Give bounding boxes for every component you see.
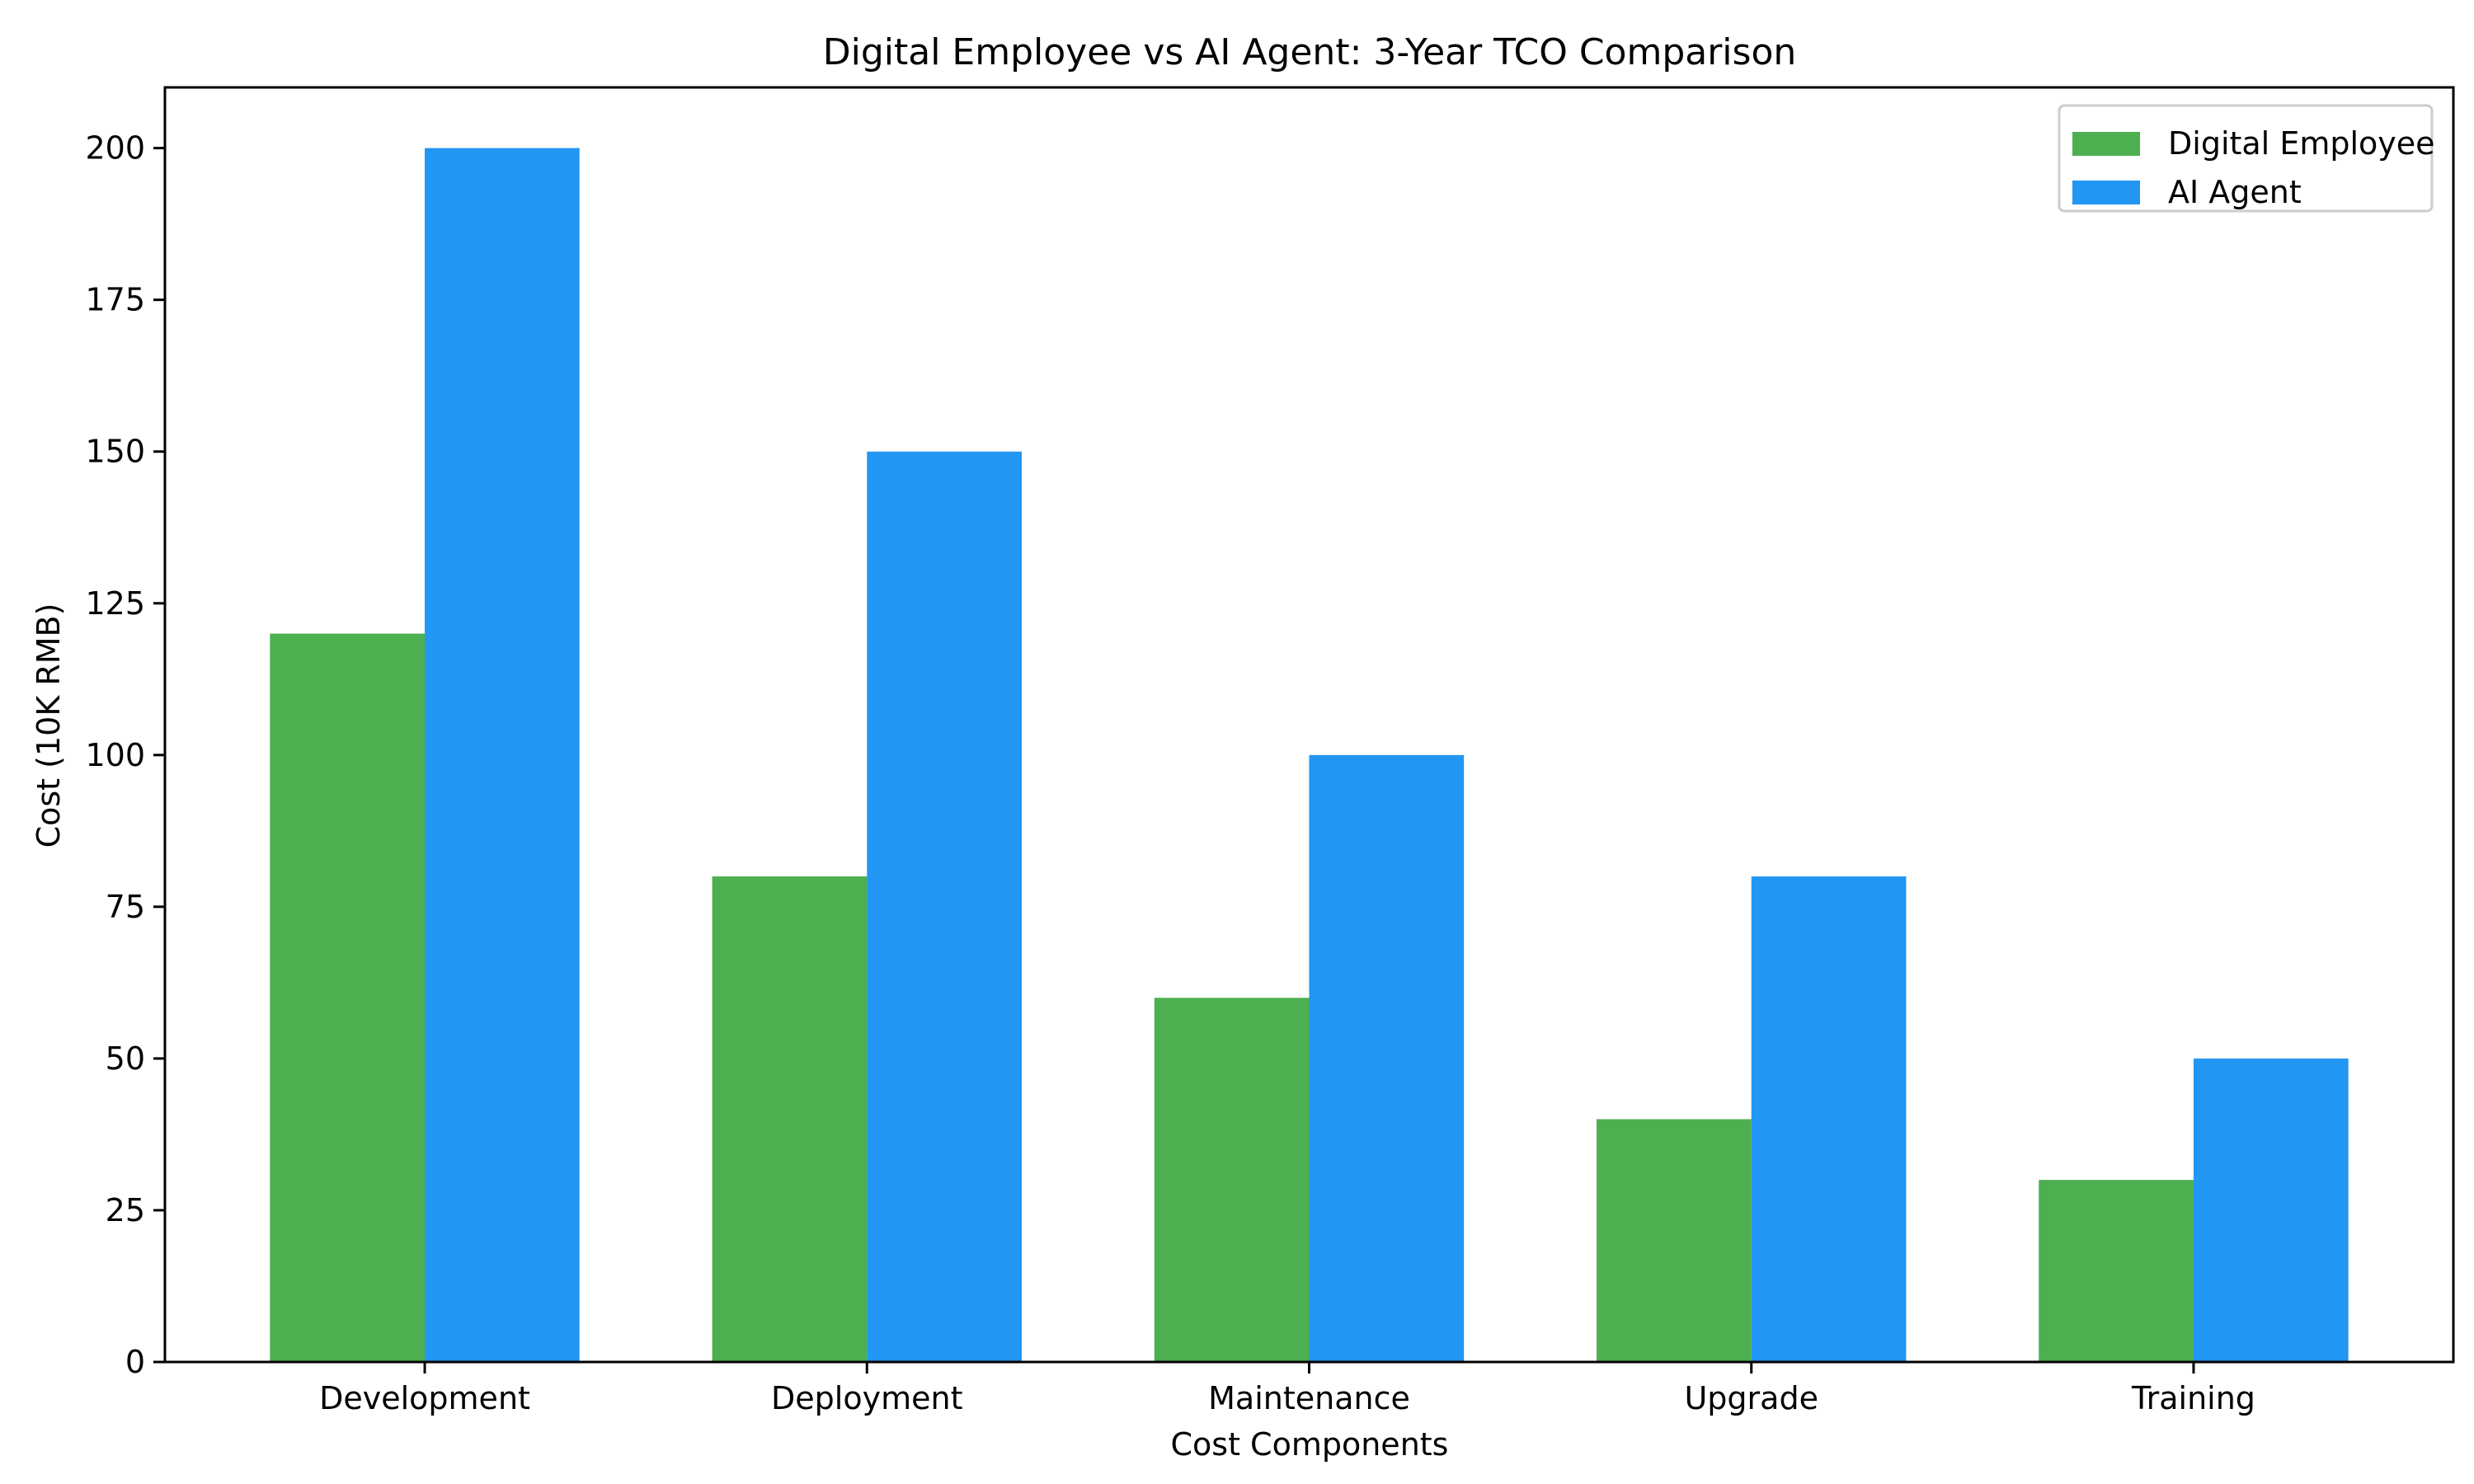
legend-box bbox=[2058, 104, 2434, 213]
y-tick-label: 175 bbox=[85, 282, 145, 318]
chart-title: Digital Employee vs AI Agent: 3-Year TCO… bbox=[823, 31, 1797, 73]
bar-ai-agent-development bbox=[425, 148, 580, 1363]
plot-frame bbox=[163, 86, 2455, 1364]
bar-digital-employee-upgrade bbox=[1597, 1119, 1752, 1362]
x-tick-label: Deployment bbox=[771, 1380, 962, 1416]
y-tick-label: 200 bbox=[85, 130, 145, 167]
bar-ai-agent-training bbox=[2193, 1058, 2349, 1362]
bar-ai-agent-upgrade bbox=[1751, 876, 1907, 1362]
x-tick-label: Upgrade bbox=[1684, 1380, 1818, 1416]
bars-group bbox=[270, 148, 2349, 1363]
x-tick-label: Training bbox=[2131, 1380, 2255, 1416]
bar-digital-employee-development bbox=[270, 633, 426, 1362]
y-tick-label: 150 bbox=[85, 434, 145, 470]
legend-label: Digital Employee bbox=[2168, 125, 2435, 162]
y-tick-label: 50 bbox=[106, 1040, 145, 1077]
bar-ai-agent-deployment bbox=[867, 451, 1022, 1362]
bar-ai-agent-maintenance bbox=[1309, 754, 1465, 1362]
y-tick-label: 25 bbox=[106, 1192, 145, 1228]
x-tick-label: Development bbox=[319, 1380, 530, 1416]
legend-swatch bbox=[2072, 132, 2140, 156]
y-axis-ticks: 0 25 50 75 100 125 150 175 200 bbox=[85, 130, 165, 1380]
legend: Digital Employee AI Agent bbox=[2058, 104, 2435, 213]
x-tick-label: Maintenance bbox=[1208, 1380, 1410, 1416]
bar-digital-employee-deployment bbox=[712, 876, 868, 1362]
y-tick-label: 125 bbox=[85, 585, 145, 622]
legend-label: AI Agent bbox=[2168, 174, 2302, 210]
bar-digital-employee-training bbox=[2039, 1180, 2194, 1362]
legend-swatch bbox=[2072, 181, 2140, 204]
y-tick-label: 0 bbox=[125, 1344, 145, 1380]
x-axis-label: Cost Components bbox=[1171, 1426, 1449, 1463]
y-tick-label: 75 bbox=[106, 889, 145, 925]
y-tick-label: 100 bbox=[85, 737, 145, 773]
x-axis-ticks: Development Deployment Maintenance Upgrade T… bbox=[319, 1362, 2255, 1416]
y-axis-label: Cost (10K RMB) bbox=[31, 603, 67, 848]
bar-digital-employee-maintenance bbox=[1154, 998, 1310, 1362]
